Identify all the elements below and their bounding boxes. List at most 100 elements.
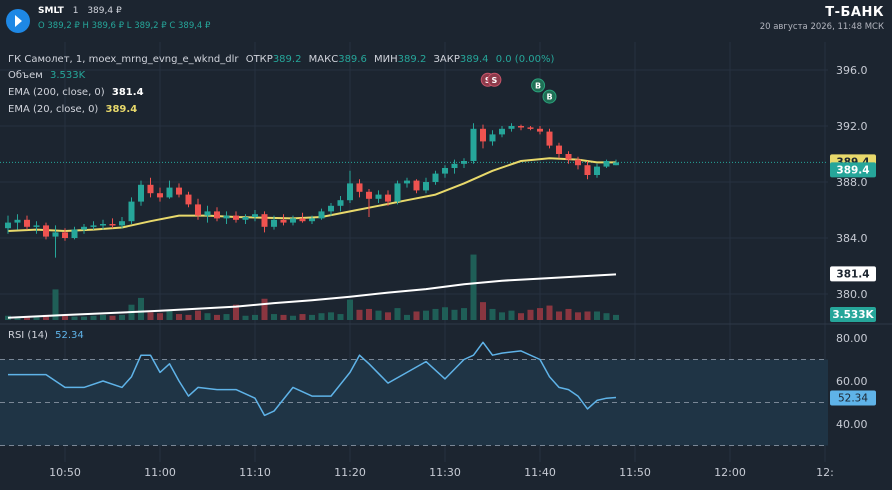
candle-body (347, 183, 353, 201)
volume-bar (261, 298, 268, 320)
candle-body (546, 131, 553, 146)
open-value: 389.2 (272, 54, 302, 65)
high-value: 389.6 (338, 54, 367, 65)
volume-bar (461, 308, 467, 320)
volume-bar (594, 311, 600, 320)
volume-bars (5, 254, 619, 320)
volume-bar (337, 314, 344, 320)
volume-bar (366, 308, 372, 320)
legend-ema200-row[interactable]: EMA (200, close, 0) 381.4 (8, 87, 144, 98)
candle-body (109, 224, 116, 226)
candle-body (271, 219, 277, 227)
volume-bar (442, 307, 448, 320)
candle-body (356, 183, 363, 192)
legend-rsi-row[interactable]: RSI (14) 52.34 (8, 330, 84, 341)
change-value: 0.0 (0.00%) (495, 54, 555, 65)
candle-body (290, 218, 296, 223)
rsi-badge-label: 52.34 (838, 392, 868, 404)
candle-body (33, 225, 40, 227)
price-axis-tick: 388.0 (836, 176, 868, 189)
volume-bar (242, 315, 249, 320)
rsi-label: RSI (14) (8, 330, 48, 341)
chart-axes: 396.0 392.0 388.0 384.0 380.0 80.00 60.00 40.00… (49, 64, 876, 479)
candle-body (499, 128, 505, 135)
legend-volume-row[interactable]: Объем 3.533K (8, 70, 85, 81)
rsi-axis-tick: 60.00 (836, 375, 868, 388)
candle-body (81, 226, 87, 230)
volume-bar (81, 316, 87, 320)
candle-body (518, 126, 524, 128)
candle-body (603, 161, 610, 167)
volume-bar (71, 316, 78, 320)
time-axis-tick: 10:50 (49, 466, 81, 479)
candle-body (176, 187, 182, 195)
legend-ema20-row[interactable]: EMA (20, close, 0) 389.4 (8, 104, 137, 115)
time-axis-tick: 11:50 (619, 466, 651, 479)
price-chart[interactable]: SSBB 396.0392.0388.0384.0380.080.0060.00… (0, 42, 892, 490)
candle-body (556, 145, 562, 154)
signal-marker-label: B (546, 93, 552, 102)
candle-body (394, 183, 401, 202)
volume-bar (33, 316, 40, 320)
candle-body (480, 128, 486, 142)
volume-bar (394, 308, 401, 320)
candle-body (90, 225, 97, 227)
volume-bar (404, 314, 410, 320)
volume-value: 3.533K (50, 70, 86, 81)
price-badge-last (830, 162, 876, 178)
signal-markers: SSBB (480, 72, 557, 104)
header-bar: SMLT 1 389,4 ₽ O 389,2 ₽ H 389,6 ₽ L 389… (0, 0, 892, 42)
volume-bar (290, 315, 296, 320)
rsi-pane (0, 341, 828, 446)
instrument-name[interactable]: ГК Самолет, 1, moex_mrng_evng_e_wknd_dlr (8, 54, 239, 65)
ema200-line (7, 273, 617, 319)
candle-body (432, 173, 439, 182)
volume-bar (451, 309, 458, 320)
time-axis-tick: 11:40 (524, 466, 556, 479)
volume-bar (413, 311, 420, 320)
volume-bar (24, 317, 30, 320)
candle-body (5, 222, 11, 229)
volume-bar (157, 313, 163, 320)
candle-body (100, 224, 106, 226)
volume-bar (318, 313, 325, 320)
candlestick-series (5, 123, 619, 258)
rsi-line (8, 341, 617, 417)
volume-bar (280, 314, 287, 320)
volume-bar (119, 314, 125, 320)
candle-body (565, 154, 572, 160)
candle-body (119, 221, 125, 226)
candle-body (14, 219, 21, 223)
candle-body (413, 180, 420, 191)
volume-bar (252, 314, 258, 320)
low-value: 389.2 (397, 54, 427, 65)
candle-body (261, 214, 268, 227)
volume-bar (43, 314, 49, 320)
candle-body (451, 163, 458, 168)
candle-body (584, 165, 591, 175)
candle-body (185, 194, 192, 205)
signal-marker-label: B (535, 81, 541, 90)
rsi-badge (830, 390, 876, 406)
app-logo-icon[interactable] (6, 9, 30, 33)
candle-body (423, 182, 429, 191)
brand-logo: Т-БАНК (825, 5, 884, 20)
volume-bar (195, 310, 201, 320)
volume-bar (176, 314, 182, 320)
volume-bar (584, 311, 591, 320)
time-axis-tick: 11:10 (239, 466, 271, 479)
volume-bar (537, 308, 543, 320)
candle-body (71, 229, 78, 238)
volume-bar (62, 315, 68, 320)
volume-bar (603, 313, 610, 320)
candle-body (375, 194, 382, 199)
volume-bar (185, 314, 192, 320)
price-badge-label: 3.533K (832, 309, 874, 321)
ema200-series (7, 273, 617, 319)
volume-bar (375, 310, 382, 320)
candle-body (385, 194, 391, 202)
volume-bar (223, 314, 230, 320)
volume-bar (546, 305, 553, 320)
ticker-symbol[interactable]: SMLT (38, 6, 64, 16)
ema20-value: 389.4 (105, 104, 138, 115)
